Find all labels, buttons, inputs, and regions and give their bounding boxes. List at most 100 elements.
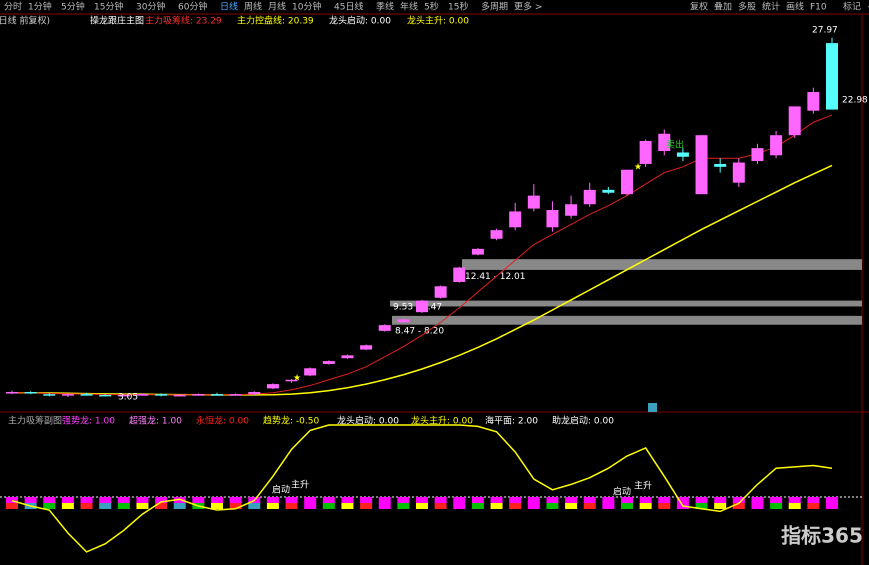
tool-button[interactable]: 复权 bbox=[690, 1, 708, 13]
signal-block bbox=[527, 503, 540, 509]
period-tab[interactable]: 季线 bbox=[376, 1, 394, 13]
period-tab[interactable]: 30分钟 bbox=[136, 1, 165, 13]
signal-block bbox=[285, 497, 298, 503]
annotation: ★ bbox=[634, 163, 642, 173]
signal-block bbox=[229, 503, 242, 509]
period-tab[interactable]: 更多 > bbox=[514, 1, 542, 13]
signal-block bbox=[341, 503, 354, 509]
signal-block bbox=[621, 503, 633, 509]
candle-body bbox=[24, 392, 37, 394]
header-item: 主力吸筹线: 23.29 bbox=[145, 15, 222, 27]
legend-item: 助龙启动: 0.00 bbox=[552, 415, 614, 427]
signal-block bbox=[490, 503, 503, 509]
candle-body bbox=[304, 368, 317, 376]
signal-block bbox=[471, 497, 484, 503]
signal-block bbox=[80, 497, 93, 503]
header-item: 龙头启动: 0.00 bbox=[329, 15, 391, 27]
price-label: 22.98 bbox=[842, 96, 868, 106]
period-tab[interactable]: 1分钟 bbox=[28, 1, 52, 13]
candle-body bbox=[770, 135, 783, 156]
signal-block bbox=[117, 503, 130, 509]
price-band bbox=[392, 315, 862, 325]
period-tab[interactable]: 10分钟 bbox=[292, 1, 321, 13]
signal-block bbox=[397, 503, 410, 509]
signal-block bbox=[211, 503, 223, 509]
signal-block bbox=[285, 503, 298, 509]
signal-block bbox=[136, 497, 149, 503]
signal-block bbox=[471, 503, 484, 509]
candle-body bbox=[714, 163, 727, 167]
tool-button[interactable]: 多股 bbox=[738, 1, 756, 13]
signal-block bbox=[266, 503, 279, 509]
signal-block bbox=[509, 497, 522, 503]
signal-block bbox=[61, 497, 74, 503]
signal-block bbox=[136, 503, 149, 509]
period-tab[interactable]: 5秒 bbox=[424, 1, 439, 13]
stock-title: 中通客车(日线 前复权) bbox=[0, 15, 50, 27]
signal-block bbox=[378, 503, 391, 509]
indicator-name: 操龙跟庄主图 bbox=[90, 15, 144, 27]
candle-body bbox=[416, 300, 428, 313]
period-tab[interactable]: 年线 bbox=[400, 1, 418, 13]
signal-block bbox=[155, 497, 168, 503]
signal-block bbox=[788, 497, 801, 503]
signal-block bbox=[788, 503, 801, 509]
signal-block bbox=[192, 497, 205, 503]
signal-block bbox=[621, 497, 633, 503]
signal-block bbox=[770, 503, 783, 509]
signal-block bbox=[583, 497, 596, 503]
period-tab[interactable]: 45日线 bbox=[334, 1, 363, 13]
tool-button[interactable]: F10 bbox=[810, 3, 827, 13]
period-tab[interactable]: 60分钟 bbox=[178, 1, 207, 13]
candle-body bbox=[360, 345, 373, 350]
candle-body bbox=[434, 286, 447, 298]
period-tab[interactable]: 月线 bbox=[268, 1, 286, 13]
legend-item: 趋势龙: -0.50 bbox=[263, 415, 319, 427]
signal-block bbox=[434, 497, 447, 503]
signal-block bbox=[453, 503, 466, 509]
signal-block bbox=[826, 497, 838, 503]
signal-block bbox=[397, 497, 410, 503]
signal-block bbox=[117, 497, 130, 503]
tool-button[interactable]: 叠加 bbox=[714, 2, 732, 13]
signal-block bbox=[211, 497, 223, 503]
candle-body bbox=[826, 43, 838, 110]
signal-block bbox=[360, 503, 373, 509]
candle-body bbox=[322, 361, 335, 364]
candle-body bbox=[117, 394, 130, 397]
candle-body bbox=[621, 169, 633, 195]
period-tab[interactable]: 分时 bbox=[4, 1, 22, 13]
tool-button[interactable]: +自选 bbox=[867, 1, 869, 13]
signal-block bbox=[639, 497, 652, 503]
signal-block bbox=[565, 497, 578, 503]
tool-button[interactable]: 标记 bbox=[843, 1, 861, 13]
legend-item: 永恒龙: 0.00 bbox=[196, 415, 249, 427]
legend-item: 超强龙: 1.00 bbox=[129, 415, 182, 427]
tool-button[interactable]: 画线 bbox=[786, 1, 804, 13]
signal-block bbox=[602, 503, 615, 509]
candle-body bbox=[751, 148, 764, 162]
icon bbox=[648, 403, 657, 412]
signal-label: 启动 bbox=[272, 484, 290, 496]
signal-block bbox=[304, 497, 317, 503]
candle-body bbox=[192, 394, 205, 396]
indicator-line bbox=[11, 424, 833, 553]
band-label: 8.47 - 8.20 bbox=[395, 327, 444, 337]
period-tab[interactable]: 周线 bbox=[244, 1, 262, 13]
period-tab[interactable]: 日线 bbox=[220, 1, 238, 13]
period-tab[interactable]: 多周期 bbox=[481, 1, 508, 13]
candle-body bbox=[99, 394, 112, 397]
signal-block bbox=[43, 503, 56, 509]
signal-block bbox=[6, 497, 18, 503]
tool-button[interactable]: 统计 bbox=[762, 1, 780, 13]
period-tab[interactable]: 15秒 bbox=[448, 1, 468, 13]
candle-body bbox=[61, 394, 74, 396]
price-band bbox=[390, 300, 862, 307]
signal-block bbox=[602, 497, 615, 503]
candle-body bbox=[509, 211, 522, 228]
period-tab[interactable]: 5分钟 bbox=[61, 1, 85, 13]
candle-body bbox=[546, 210, 559, 228]
period-tab[interactable]: 15分钟 bbox=[94, 1, 123, 13]
